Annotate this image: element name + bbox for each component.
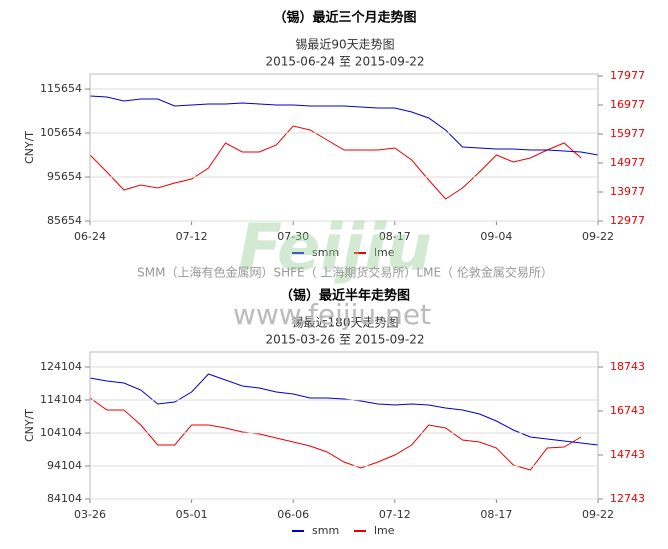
date-range: 2015-06-24 至 2015-09-22 [265,55,424,69]
series-line [89,95,599,156]
date-range: 2015-03-26 至 2015-09-22 [265,333,424,347]
y-tick-label: 114104 [40,393,82,406]
y2-tick-label: 15977 [610,127,645,140]
y-tick-label: 95654 [47,170,82,183]
x-tick-label: 09-22 [582,508,614,521]
y2-tick-label: 13977 [610,185,645,198]
series-line [89,373,599,446]
series-line [89,125,582,200]
y2-tick-label: 18743 [610,360,645,373]
legend-label: smm [312,246,339,259]
legend-label: lme [374,524,395,537]
chart-title: （锡）最近三个月走势图 [273,10,416,26]
y-tick-label: 104104 [40,426,82,439]
y-tick-label: 84104 [47,492,82,505]
y-tick-label: 94104 [47,459,82,472]
chart-subtitle: 锡最近180天走势图 [292,315,399,330]
y2-tick-label: 14977 [610,156,645,169]
y2-tick-label: 14743 [610,448,645,461]
y2-tick-label: 12977 [610,214,645,227]
watermark-sources: SMM（上海有色金属网）SHFE（ 上海期货交易所）LME（ 伦敦金属交易所） [137,265,553,280]
y-tick-label: 115654 [40,82,82,95]
series-line [89,397,582,471]
y-tick-label: 105654 [40,126,82,139]
y2-tick-label: 16743 [610,404,645,417]
chart-subtitle: 锡最近90天走势图 [295,37,394,52]
x-tick-label: 07-12 [379,508,411,521]
x-tick-label: 08-17 [480,508,512,521]
x-tick-label: 06-24 [74,230,106,243]
y2-tick-label: 17977 [610,69,645,82]
x-tick-label: 05-01 [176,508,208,521]
watermark-logo: Feijiu [238,212,432,286]
plot-frame [89,351,599,500]
x-tick-label: 09-22 [582,230,614,243]
y-axis-label: CNY/T [23,131,36,164]
y-axis-label: CNY/T [23,409,36,442]
x-tick-label: 08-17 [379,230,411,243]
y2-tick-label: 12743 [610,492,645,505]
x-tick-label: 03-26 [74,508,106,521]
x-tick-label: 07-30 [277,230,309,243]
plot-frame [89,73,599,222]
x-tick-label: 09-04 [480,230,512,243]
y-tick-label: 85654 [47,214,82,227]
chart-title: （锡）最近半年走势图 [280,288,410,304]
legend-label: smm [312,524,339,537]
y-tick-label: 124104 [40,360,82,373]
legend-label: lme [374,246,395,259]
watermark-site: www.feijiu.net [233,298,431,331]
x-tick-label: 06-06 [277,508,309,521]
x-tick-label: 07-12 [176,230,208,243]
y2-tick-label: 16977 [610,98,645,111]
